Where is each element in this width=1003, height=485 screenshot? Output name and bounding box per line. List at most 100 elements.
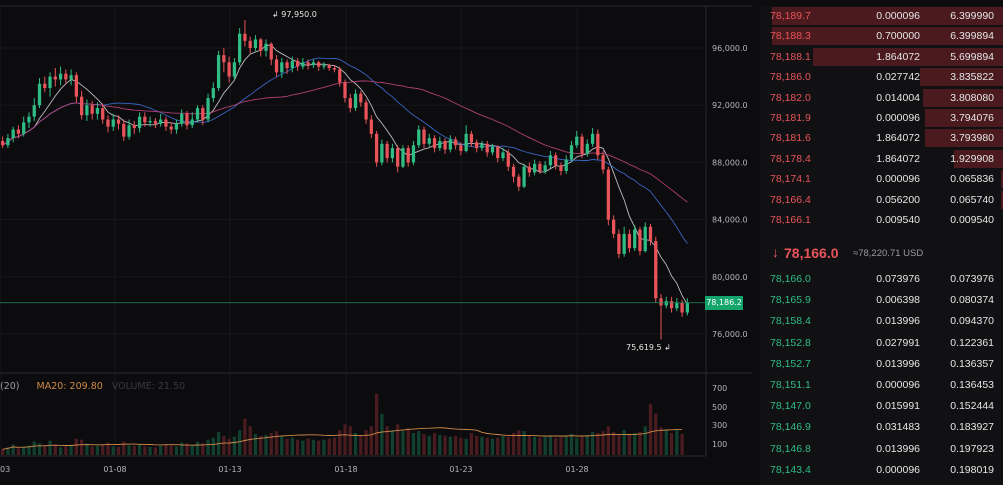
bid-qty: 0.027991	[876, 336, 920, 349]
bid-price: 78,158.4	[770, 315, 811, 328]
ask-row[interactable]: 78,166.1 0.009540 0.009540	[760, 210, 1003, 230]
bid-price: 78,147.0	[770, 400, 811, 413]
bid-row[interactable]: 78,165.9 0.006398 0.080374	[760, 290, 1003, 310]
y-tick-label: 88,000.0	[712, 158, 748, 167]
ask-row[interactable]: 78,189.7 0.000096 6.399990	[760, 6, 1003, 26]
volume-bar	[11, 444, 15, 455]
ask-row[interactable]: 78,188.1 1.864072 5.699894	[760, 47, 1003, 67]
candle	[522, 163, 526, 189]
volume-bar	[459, 437, 463, 455]
candle	[169, 122, 173, 134]
ask-price: 78,181.9	[770, 112, 811, 124]
volume-bar	[290, 437, 294, 455]
ask-row[interactable]: 78,188.3 0.700000 6.399894	[760, 26, 1003, 46]
bid-row[interactable]: 78,158.4 0.013996 0.094370	[760, 311, 1003, 331]
candle	[122, 119, 126, 141]
ask-qty: 1.864072	[876, 152, 920, 165]
volume-bar	[590, 432, 595, 455]
bid-qty: 0.073976	[876, 273, 920, 285]
volume-bar	[554, 437, 558, 455]
candle	[106, 115, 110, 133]
volume-legend-prefix: (20)	[0, 381, 20, 392]
volume-bar	[517, 430, 521, 455]
bid-row[interactable]: 78,147.0 0.015991 0.152444	[760, 396, 1003, 416]
candle	[143, 112, 147, 127]
volume-bar	[633, 432, 637, 455]
volume-bar	[464, 438, 468, 455]
bid-total: 0.198019	[950, 463, 994, 476]
candle	[111, 113, 115, 131]
candle	[132, 120, 136, 134]
vol-tick-label: 300	[712, 421, 727, 430]
y-tick-label: 84,000.0	[712, 216, 748, 225]
ask-total: 0.065740	[950, 193, 994, 206]
bid-row[interactable]: 78,146.8 0.013996 0.197923	[760, 439, 1003, 459]
volume-bar	[153, 447, 158, 455]
volume-bar	[332, 437, 337, 455]
ask-row[interactable]: 78,166.4 0.056200 0.065740	[760, 190, 1003, 210]
ask-row[interactable]: 78,181.9 0.000096 3.794076	[760, 108, 1003, 128]
ask-total: 5.699894	[950, 50, 994, 63]
price-down-icon: ↓	[772, 244, 779, 260]
candle	[617, 229, 621, 259]
ask-row[interactable]: 78,186.0 0.027742 3.835822	[760, 67, 1003, 87]
volume-bar	[248, 426, 252, 455]
candle	[448, 135, 452, 153]
bid-total: 0.122361	[950, 336, 994, 349]
price-chart[interactable]: 96,000.0 92,000.0 88,000.0 84,000.0 80,000.0…	[0, 0, 760, 485]
volume-bar	[274, 431, 279, 455]
candle	[232, 58, 237, 80]
candle	[453, 136, 458, 150]
vol-tick-label: 500	[712, 403, 727, 412]
volume-bar	[680, 433, 684, 455]
bid-row[interactable]: 78,146.9 0.031483 0.183927	[760, 417, 1003, 437]
volume-bar	[364, 430, 368, 455]
candle	[490, 143, 495, 156]
candle	[353, 89, 358, 111]
ask-price: 78,189.7	[770, 10, 811, 22]
volume-bar	[69, 445, 73, 455]
candle	[411, 140, 416, 166]
volume-bar	[453, 435, 458, 455]
bid-total: 0.080374	[950, 294, 994, 307]
candle	[548, 150, 553, 169]
ask-qty: 0.000096	[876, 112, 920, 124]
ask-row[interactable]: 78,182.0 0.014004 3.808080	[760, 88, 1003, 108]
ask-row[interactable]: 78,174.1 0.000096 0.065836	[760, 169, 1003, 189]
candle	[311, 59, 316, 69]
volume-bar	[285, 438, 289, 455]
volume-bar	[243, 418, 247, 455]
volume-bar	[111, 446, 115, 455]
candle	[575, 130, 579, 149]
candle	[443, 138, 447, 154]
ask-row[interactable]: 78,181.6 1.864072 3.793980	[760, 128, 1003, 148]
volume-bar	[485, 437, 489, 455]
volume-bar	[548, 435, 553, 455]
candle	[427, 133, 431, 147]
bid-row[interactable]: 78,152.8 0.027991 0.122361	[760, 333, 1003, 353]
ask-qty: 0.000096	[876, 10, 920, 22]
ask-total: 6.399894	[950, 30, 994, 43]
candle	[496, 145, 500, 163]
bid-row[interactable]: 78,166.0 0.073976 0.073976	[760, 269, 1003, 289]
ask-total: 3.808080	[950, 91, 994, 104]
volume-bar	[401, 431, 405, 455]
candle	[517, 173, 521, 191]
depth-bar	[920, 68, 1003, 87]
candle	[469, 130, 474, 147]
vol-tick-label: 700	[712, 384, 727, 393]
volume-bar	[253, 433, 258, 455]
depth-bar	[1001, 170, 1003, 189]
ask-row[interactable]: 78,178.4 1.864072 1.929908	[760, 149, 1003, 169]
ask-total: 1.929908	[950, 152, 994, 165]
candle	[559, 162, 563, 176]
ask-total: 3.793980	[950, 132, 994, 145]
bid-row[interactable]: 78,143.4 0.000096 0.198019	[760, 460, 1003, 480]
candle	[417, 125, 421, 149]
bid-row[interactable]: 78,152.7 0.013996 0.136357	[760, 354, 1003, 374]
volume-bar	[448, 436, 452, 455]
volume-bar	[232, 436, 237, 455]
ask-price: 78,166.1	[770, 214, 811, 226]
bid-row[interactable]: 78,151.1 0.000096 0.136453	[760, 375, 1003, 395]
high-marker: ↲ 97,950.0	[272, 10, 317, 19]
